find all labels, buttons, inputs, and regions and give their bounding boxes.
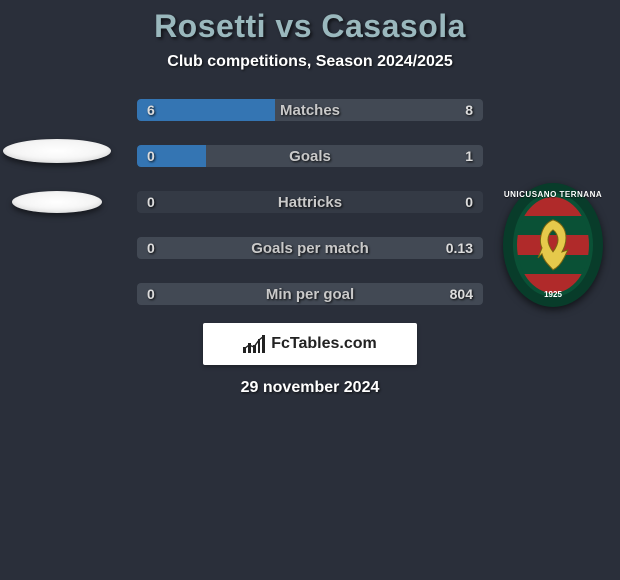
bar-right: [275, 99, 483, 121]
crest-top-text: UNICUSANO TERNANA: [503, 191, 603, 200]
ellipse-placeholder: [3, 139, 111, 163]
bar-right: [137, 283, 483, 305]
page-title: Rosetti vs Casasola: [0, 8, 620, 45]
left-player-badge: [0, 116, 114, 236]
bar-track: [137, 237, 483, 259]
subtitle: Club competitions, Season 2024/2025: [0, 53, 620, 71]
bar-track: [137, 99, 483, 121]
comparison-row: 00.13Goals per match: [137, 237, 483, 259]
bar-left: [137, 145, 206, 167]
bar-track: [137, 145, 483, 167]
bar-right: [137, 237, 483, 259]
ellipse-placeholder: [12, 191, 102, 213]
bar-chart-icon: [243, 335, 265, 353]
crest-ternana: UNICUSANO TERNANA 1925: [503, 183, 603, 307]
bar-right: [206, 145, 483, 167]
comparison-row: 01Goals: [137, 145, 483, 167]
comparison-row: 0804Min per goal: [137, 283, 483, 305]
date-label: 29 november 2024: [0, 379, 620, 397]
comparison-row: 00Hattricks: [137, 191, 483, 213]
crest-year: 1925: [503, 290, 603, 299]
bar-track: [137, 191, 483, 213]
fctables-logo[interactable]: FcTables.com: [203, 323, 417, 365]
dragon-icon: [530, 216, 576, 272]
bar-left: [137, 191, 483, 213]
comparison-row: 68Matches: [137, 99, 483, 121]
logo-text: FcTables.com: [271, 335, 377, 353]
bar-track: [137, 283, 483, 305]
right-club-crest: UNICUSANO TERNANA 1925: [496, 180, 610, 310]
bar-left: [137, 99, 275, 121]
